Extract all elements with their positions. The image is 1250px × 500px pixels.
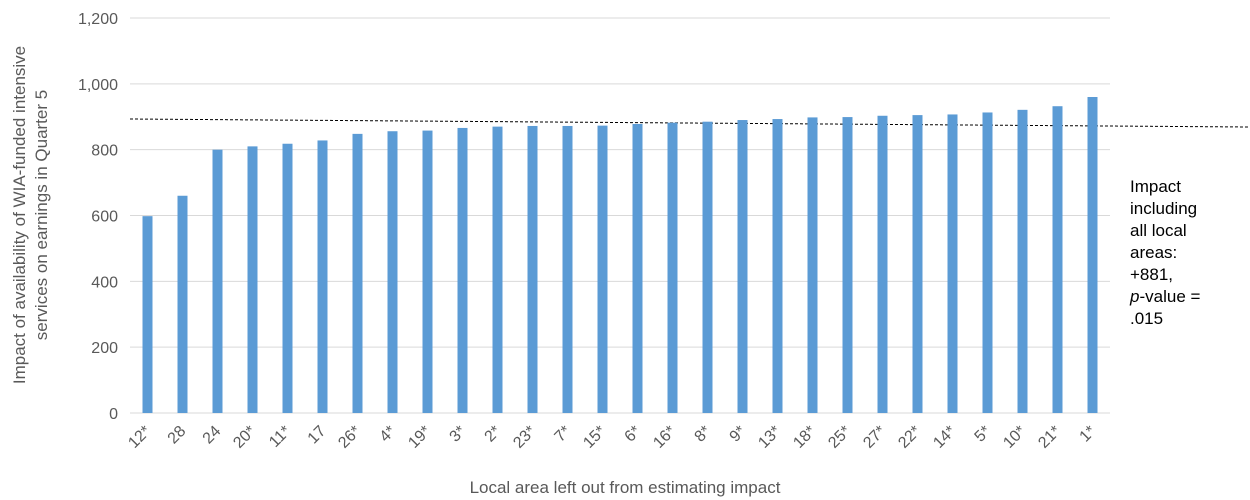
x-tick-label: 23*: [510, 423, 539, 452]
bar: [947, 114, 958, 413]
bar: [212, 149, 223, 413]
bar: [492, 126, 503, 413]
bar: [597, 125, 608, 413]
x-tick-label: 15*: [580, 423, 609, 452]
x-tick-labels: 12* 28 24 20* 11* 17 26* 4* 19* 3* 2* 23* 7* 15* 6* 16*…: [125, 423, 1099, 452]
bar: [422, 130, 433, 413]
x-axis-title: Local area left out from estimating impa…: [470, 478, 781, 497]
x-tick-label: 10*: [1000, 423, 1029, 452]
bar: [562, 125, 573, 413]
y-tick-label: 0: [109, 406, 118, 423]
x-tick-label: 9*: [727, 423, 750, 446]
x-tick-label: 3*: [447, 423, 470, 446]
annotation-pvalue-label: -value =: [1139, 287, 1201, 306]
x-tick-label: 6*: [622, 423, 645, 446]
bar: [282, 143, 293, 413]
bar: [1087, 97, 1098, 413]
bars: [142, 97, 1098, 414]
y-tick-labels: 0 200 400 600 800 1,000 1,200: [78, 11, 118, 423]
x-tick-label: 4*: [377, 423, 400, 446]
bar: [317, 140, 328, 413]
x-tick-label: 11*: [266, 423, 294, 451]
bar: [702, 121, 713, 413]
y-axis-title-line-1: Impact of availability of WIA-funded int…: [10, 46, 29, 384]
bar: [877, 115, 888, 413]
bar: [177, 195, 188, 413]
bar: [387, 131, 398, 413]
bar: [527, 125, 538, 413]
x-tick-label: 8*: [692, 423, 715, 446]
x-tick-label: 19*: [405, 423, 434, 452]
bar: [912, 115, 923, 414]
x-tick-label: 5*: [972, 423, 995, 446]
bar: [247, 146, 258, 413]
bar: [737, 120, 748, 414]
bar: [667, 122, 678, 414]
x-tick-label: 22*: [895, 423, 924, 452]
x-tick-label: 27*: [860, 423, 889, 452]
annotation-line: +881,: [1130, 265, 1174, 284]
x-tick-label: 7*: [552, 423, 575, 446]
annotation-line: all local: [1130, 221, 1187, 240]
x-tick-label: 28: [165, 423, 190, 448]
x-tick-label: 13*: [755, 423, 784, 452]
bar: [982, 112, 993, 414]
annotation-line: p-value =: [1130, 287, 1201, 306]
y-axis-title-line-2: services on earnings in Quarter 5: [32, 90, 51, 340]
reference-line-group: [129, 118, 1249, 128]
y-tick-label: 600: [91, 209, 118, 226]
x-tick-label: 1*: [1077, 423, 1100, 446]
annotation-line: Impact: [1130, 177, 1182, 196]
reference-line: [129, 118, 1249, 128]
x-tick-label: 24: [200, 423, 225, 448]
x-tick-label: 25*: [825, 423, 854, 452]
x-tick-label: 12*: [125, 423, 154, 452]
y-tick-label: 400: [91, 274, 118, 291]
x-tick-label: 16*: [650, 423, 679, 452]
bar: [142, 216, 153, 413]
annotation-line: .015: [1130, 309, 1164, 328]
bar: [457, 127, 468, 414]
bar: [1052, 106, 1063, 413]
bar: [632, 123, 643, 413]
x-tick-label: 20*: [230, 423, 259, 452]
bar: [772, 119, 783, 413]
x-tick-label: 17: [305, 423, 330, 448]
annotation-line: including: [1130, 199, 1198, 218]
y-tick-label: 1,000: [78, 77, 118, 94]
bar: [1017, 109, 1028, 414]
bar: [842, 117, 853, 414]
y-tick-label: 200: [91, 340, 118, 357]
x-tick-label: 14*: [930, 423, 959, 452]
x-tick-label: 26*: [335, 423, 364, 452]
annotation: Impact including all local areas: +881, …: [1130, 176, 1245, 330]
y-tick-label: 800: [91, 143, 118, 160]
bar: [352, 133, 363, 413]
y-tick-label: 1,200: [78, 11, 118, 28]
x-tick-label: 18*: [790, 423, 819, 452]
x-tick-label: 2*: [482, 423, 505, 446]
x-tick-label: 21*: [1035, 423, 1064, 452]
bar: [807, 117, 818, 414]
gridlines: [130, 17, 1110, 414]
annotation-line: areas:: [1130, 243, 1178, 262]
